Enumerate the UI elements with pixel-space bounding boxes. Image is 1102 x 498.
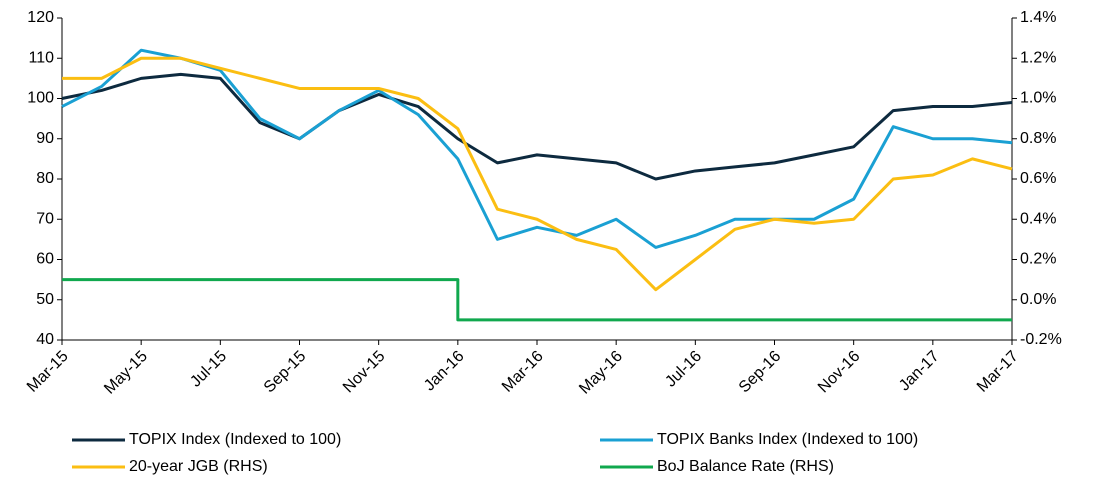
y2-tick-label: 1.0%: [1020, 90, 1056, 107]
y2-tick-label: 0.8%: [1020, 130, 1056, 147]
y2-tick-label: 0.4%: [1020, 210, 1056, 227]
legend-label: 20-year JGB (RHS): [129, 458, 268, 475]
x-tick-label: Jul-15: [187, 348, 230, 391]
y-tick-label: 60: [36, 251, 54, 268]
y-tick-label: 50: [36, 291, 54, 308]
x-tick-label: Sep-16: [736, 348, 785, 397]
y-tick-label: 80: [36, 170, 54, 187]
y2-tick-label: 0.2%: [1020, 251, 1056, 268]
y-tick-label: 110: [28, 49, 54, 66]
series-line: [62, 56, 1013, 292]
series-line: [62, 278, 1012, 322]
x-tick-label: Mar-16: [499, 348, 547, 396]
x-tick-label: May-15: [101, 348, 151, 398]
x-tick-label: Jan-16: [421, 348, 468, 395]
legend-label: TOPIX Index (Indexed to 100): [129, 431, 341, 448]
x-tick-label: Nov-15: [340, 348, 389, 397]
y-tick-label: 90: [36, 130, 54, 147]
x-tick-label: Jan-17: [896, 348, 943, 395]
y-tick-label: 70: [36, 210, 54, 227]
y2-tick-label: 1.4%: [1020, 9, 1056, 26]
x-tick-label: Mar-17: [974, 348, 1022, 396]
x-tick-label: Mar-15: [24, 348, 72, 396]
x-tick-label: Nov-16: [815, 348, 864, 397]
series-line: [61, 72, 1013, 181]
legend-label: BoJ Balance Rate (RHS): [657, 458, 834, 475]
y2-tick-label: 0.6%: [1020, 170, 1056, 187]
y-tick-label: 40: [36, 331, 54, 348]
x-tick-label: Sep-15: [261, 348, 310, 397]
x-tick-label: May-16: [576, 348, 626, 398]
x-tick-label: Jul-16: [662, 348, 705, 391]
y-tick-label: 120: [27, 9, 54, 26]
series-line: [61, 48, 1013, 249]
y-tick-label: 100: [27, 90, 54, 107]
y2-tick-label: 1.2%: [1020, 49, 1056, 66]
y2-tick-label: -0.2%: [1020, 331, 1062, 348]
y2-tick-label: 0.0%: [1020, 291, 1056, 308]
legend-label: TOPIX Banks Index (Indexed to 100): [657, 431, 918, 448]
